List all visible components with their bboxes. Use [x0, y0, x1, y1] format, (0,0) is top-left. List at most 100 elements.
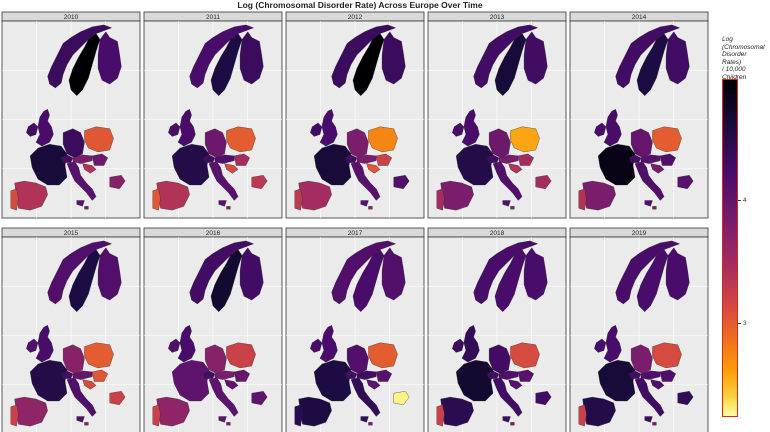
country-switzerland [344, 370, 358, 379]
country-portugal [578, 404, 587, 427]
country-portugal [294, 188, 303, 211]
country-portugal [152, 188, 161, 211]
country-sweden [210, 249, 243, 312]
legend-title-line: Children [722, 73, 747, 81]
legend-title-line: (Chromosomal [722, 43, 765, 51]
country-ireland [168, 338, 181, 353]
country-poland [226, 126, 256, 153]
country-portugal [10, 188, 19, 211]
country-ireland [310, 122, 323, 137]
country-hungary [234, 153, 250, 166]
country-germany [204, 344, 227, 374]
country-malta [652, 206, 657, 210]
country-italy [208, 377, 239, 423]
country-norway [615, 240, 681, 305]
country-poland [226, 342, 256, 369]
country-ireland [310, 338, 323, 353]
country-sweden [210, 33, 243, 96]
legend-title-line: Rates) [722, 58, 742, 66]
country-malta [368, 206, 373, 210]
country-malta [226, 206, 231, 210]
facet-panel-2012: 2012 [285, 11, 425, 219]
country-malta [84, 422, 89, 426]
country-malta [652, 422, 657, 426]
country-sweden [636, 249, 669, 312]
country-hungary [660, 369, 676, 382]
country-italy [492, 377, 523, 423]
country-croatia [366, 379, 381, 390]
country-united-kingdom [35, 109, 54, 147]
country-bulgaria [251, 391, 268, 406]
facet-label: 2019 [632, 230, 647, 237]
country-italy [66, 377, 97, 423]
country-bulgaria [393, 175, 410, 190]
facet-label: 2011 [206, 14, 220, 21]
facet-label: 2012 [348, 14, 363, 21]
country-portugal [436, 188, 445, 211]
country-bulgaria [393, 391, 410, 406]
country-france [455, 144, 494, 186]
country-switzerland [202, 154, 216, 163]
country-germany [488, 344, 511, 374]
country-sweden [636, 33, 669, 96]
chart-title: Log (Chromosomal Disorder Rate) Across E… [237, 0, 483, 10]
country-croatia [508, 163, 523, 174]
country-bulgaria [251, 175, 268, 190]
country-switzerland [628, 154, 642, 163]
facet-label: 2010 [64, 14, 79, 21]
country-bulgaria [535, 175, 552, 190]
facet-panel-2015: 2015 [1, 227, 141, 432]
country-austria [214, 154, 235, 164]
country-italy [634, 377, 665, 423]
country-ireland [26, 338, 39, 353]
map-2017 [294, 240, 410, 427]
country-switzerland [60, 154, 74, 163]
country-bulgaria [109, 391, 126, 406]
country-bulgaria [677, 391, 694, 406]
country-germany [62, 344, 85, 374]
country-croatia [82, 379, 97, 390]
country-switzerland [202, 370, 216, 379]
country-germany [630, 128, 653, 158]
country-france [313, 144, 352, 186]
country-finland [381, 31, 406, 85]
map-2011 [152, 24, 268, 211]
country-hungary [92, 369, 108, 382]
country-switzerland [486, 370, 500, 379]
country-ireland [26, 122, 39, 137]
country-ireland [452, 122, 465, 137]
country-ireland [452, 338, 465, 353]
country-malta [510, 422, 515, 426]
country-hungary [376, 153, 392, 166]
country-norway [331, 24, 397, 89]
country-finland [665, 247, 690, 301]
country-italy [350, 161, 381, 207]
country-switzerland [486, 154, 500, 163]
country-italy [634, 161, 665, 207]
country-croatia [650, 163, 665, 174]
country-bulgaria [677, 175, 694, 190]
country-italy [492, 161, 523, 207]
country-france [29, 360, 68, 402]
map-2013 [436, 24, 552, 211]
country-hungary [660, 153, 676, 166]
country-united-kingdom [177, 109, 196, 147]
country-finland [97, 31, 122, 85]
country-poland [368, 126, 398, 153]
legend-tick-label: 4 [743, 197, 747, 204]
country-croatia [650, 379, 665, 390]
country-united-kingdom [35, 325, 54, 363]
country-france [313, 360, 352, 402]
country-germany [62, 128, 85, 158]
country-austria [498, 154, 519, 164]
country-sweden [494, 249, 527, 312]
country-united-kingdom [177, 325, 196, 363]
facet-label: 2017 [348, 230, 363, 237]
country-ireland [594, 338, 607, 353]
legend-tick-label: 3 [743, 320, 747, 327]
country-germany [346, 128, 369, 158]
country-hungary [518, 369, 534, 382]
country-poland [84, 126, 114, 153]
country-france [597, 360, 636, 402]
legend-tick-mark [738, 323, 741, 324]
